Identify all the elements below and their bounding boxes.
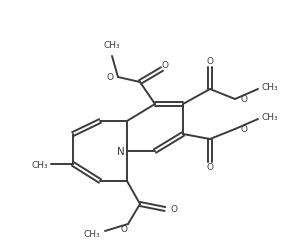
- Text: O: O: [170, 205, 177, 214]
- Text: CH₃: CH₃: [31, 160, 48, 169]
- Text: O: O: [120, 224, 128, 234]
- Text: O: O: [106, 73, 113, 82]
- Text: N: N: [117, 146, 125, 156]
- Text: O: O: [206, 57, 214, 66]
- Text: O: O: [240, 125, 247, 134]
- Text: CH₃: CH₃: [104, 41, 120, 50]
- Text: O: O: [206, 163, 214, 172]
- Text: CH₃: CH₃: [262, 113, 279, 122]
- Text: CH₃: CH₃: [262, 83, 279, 92]
- Text: O: O: [162, 61, 168, 70]
- Text: O: O: [240, 95, 247, 104]
- Text: CH₃: CH₃: [83, 230, 100, 238]
